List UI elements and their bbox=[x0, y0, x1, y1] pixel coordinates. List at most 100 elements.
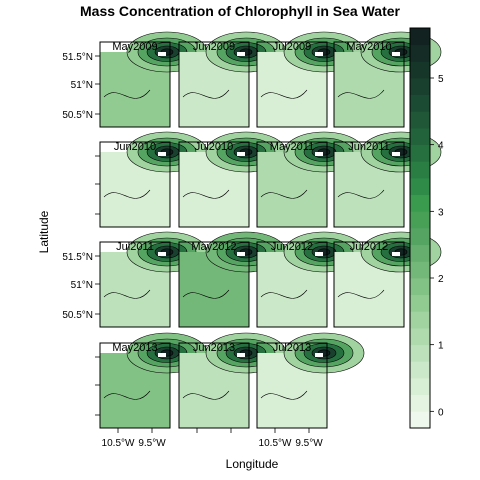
colorbar-band bbox=[410, 161, 430, 179]
panel-label: May2012 bbox=[191, 241, 236, 253]
panel-border bbox=[178, 342, 250, 429]
panel-border bbox=[256, 141, 328, 228]
panel-label: Jul2009 bbox=[273, 41, 312, 53]
land-mask bbox=[315, 252, 323, 256]
colorbar-band bbox=[410, 128, 430, 146]
panel-label: Jul2013 bbox=[273, 342, 312, 354]
land-mask bbox=[237, 152, 245, 156]
contour-line bbox=[103, 390, 151, 400]
colorbar-tick-label: 2 bbox=[438, 274, 444, 285]
colorbar-band bbox=[410, 328, 430, 346]
land-mask bbox=[158, 152, 166, 156]
colorbar-band bbox=[410, 111, 430, 129]
contour-line bbox=[260, 390, 308, 400]
colorbar: 0 1 2 3 4 5 bbox=[409, 27, 444, 429]
contour-line bbox=[103, 89, 151, 99]
colorbar-tick-label: 4 bbox=[438, 141, 444, 152]
land-mask bbox=[315, 52, 323, 56]
colorbar-band bbox=[410, 178, 430, 196]
land-mask bbox=[237, 353, 245, 357]
y-tick-label: 51.5°N bbox=[62, 252, 93, 263]
colorbar-band bbox=[410, 378, 430, 396]
colorbar-band bbox=[410, 78, 430, 96]
contour-line bbox=[260, 289, 308, 299]
y-tick-label: 51°N bbox=[71, 280, 93, 291]
panel-border bbox=[333, 41, 405, 128]
colorbar-band bbox=[410, 294, 430, 312]
contour-line bbox=[337, 89, 385, 99]
panel-border bbox=[178, 41, 250, 128]
panel-border bbox=[99, 141, 171, 228]
land-mask bbox=[237, 52, 245, 56]
colorbar-band bbox=[410, 44, 430, 62]
contour-line bbox=[182, 289, 230, 299]
colorbar-band bbox=[410, 344, 430, 362]
land-mask bbox=[315, 152, 323, 156]
colorbar-band bbox=[410, 244, 430, 262]
x-axis-label: Longitude bbox=[226, 457, 279, 471]
panel-border bbox=[178, 141, 250, 228]
panel-label: May2010 bbox=[346, 41, 391, 53]
land-mask bbox=[237, 252, 245, 256]
panel-label: Jun2011 bbox=[348, 141, 389, 153]
y-axis-label: Latitude bbox=[37, 210, 51, 253]
colorbar-band bbox=[410, 411, 430, 429]
contour-line bbox=[260, 189, 308, 199]
colorbar-band bbox=[410, 361, 430, 379]
land-mask bbox=[392, 252, 400, 256]
panel-label: Jun2012 bbox=[271, 241, 313, 253]
axes: 51.5°N51°N50.5°N51.5°N51°N50.5°N10.5°W 9.… bbox=[62, 52, 323, 449]
panel-border bbox=[99, 41, 171, 128]
panel-border bbox=[178, 241, 250, 328]
y-tick-label: 51°N bbox=[71, 80, 93, 91]
colorbar-band bbox=[410, 261, 430, 279]
panel-grid: May2009 Jun2009 Jul2009 May2010 Jun2010 Jul20… bbox=[99, 31, 442, 429]
land-mask bbox=[158, 353, 166, 357]
colorbar-tick-label: 5 bbox=[438, 74, 444, 85]
contour-line bbox=[337, 189, 385, 199]
land-mask bbox=[392, 152, 400, 156]
contour-line bbox=[182, 89, 230, 99]
colorbar-band bbox=[410, 61, 430, 79]
colorbar-border bbox=[409, 27, 431, 429]
colorbar-band bbox=[410, 194, 430, 212]
panel-border bbox=[256, 241, 328, 328]
panel-border bbox=[256, 342, 328, 429]
y-tick-label: 51.5°N bbox=[62, 52, 93, 63]
colorbar-band bbox=[410, 211, 430, 229]
panel-jul2013: Jul2013 bbox=[256, 332, 365, 429]
contour-line bbox=[182, 189, 230, 199]
colorbar-band bbox=[410, 278, 430, 296]
panel-label: Jul2010 bbox=[195, 141, 234, 153]
x-tick-label: 10.5°W bbox=[102, 438, 135, 449]
land-mask bbox=[158, 252, 166, 256]
panel-label: Jun2013 bbox=[193, 342, 235, 354]
y-tick-label: 50.5°N bbox=[62, 310, 93, 321]
colorbar-band bbox=[410, 144, 430, 162]
colorbar-band bbox=[410, 311, 430, 329]
colorbar-band bbox=[410, 28, 430, 46]
colorbar-tick-label: 3 bbox=[438, 207, 444, 218]
panel-border bbox=[256, 41, 328, 128]
panel-border bbox=[99, 241, 171, 328]
contour-line bbox=[103, 189, 151, 199]
panel-label: Jun2009 bbox=[193, 41, 235, 53]
colorbar-band bbox=[410, 228, 430, 246]
colorbar-band bbox=[410, 94, 430, 112]
panel-label: May2011 bbox=[270, 141, 314, 153]
panel-label: May2013 bbox=[112, 342, 157, 354]
panel-border bbox=[333, 241, 405, 328]
land-mask bbox=[158, 52, 166, 56]
contour-line bbox=[260, 89, 308, 99]
contour-line bbox=[103, 289, 151, 299]
panel-label: Jun2010 bbox=[114, 141, 156, 153]
panel-border bbox=[99, 342, 171, 429]
chart-title: Mass Concentration of Chlorophyll in Sea… bbox=[80, 3, 401, 19]
panel-label: Jul2011 bbox=[116, 241, 154, 253]
y-tick-label: 50.5°N bbox=[62, 110, 93, 121]
contour-line bbox=[182, 390, 230, 400]
land-mask bbox=[392, 52, 400, 56]
panel-label: May2009 bbox=[112, 41, 157, 53]
panel-jun2010: Jun2010 bbox=[99, 131, 208, 228]
